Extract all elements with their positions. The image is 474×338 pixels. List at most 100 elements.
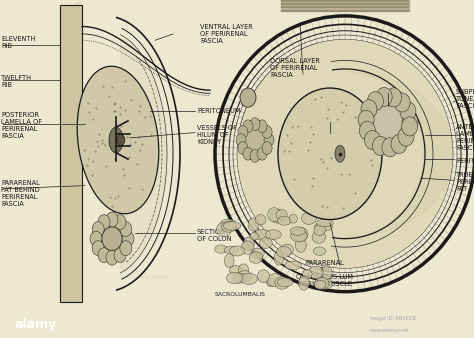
Ellipse shape — [365, 130, 381, 149]
Ellipse shape — [398, 127, 414, 146]
Ellipse shape — [257, 120, 267, 132]
Text: SECTION
OF COLON: SECTION OF COLON — [197, 229, 231, 242]
Ellipse shape — [375, 107, 401, 137]
Text: PERITONEUM: PERITONEUM — [197, 108, 240, 114]
Ellipse shape — [98, 248, 110, 263]
Ellipse shape — [268, 208, 281, 222]
Text: COLON: COLON — [363, 119, 387, 125]
Ellipse shape — [90, 231, 102, 246]
Ellipse shape — [98, 215, 110, 230]
Text: VENTRAL LAYER
OF PERIRENAL
FASCIA: VENTRAL LAYER OF PERIRENAL FASCIA — [200, 24, 253, 44]
Ellipse shape — [240, 88, 256, 107]
Ellipse shape — [373, 136, 389, 155]
Ellipse shape — [321, 266, 332, 280]
Ellipse shape — [386, 88, 401, 107]
Ellipse shape — [217, 222, 231, 237]
Ellipse shape — [277, 278, 293, 287]
Ellipse shape — [367, 92, 383, 111]
Ellipse shape — [278, 88, 382, 220]
Ellipse shape — [238, 126, 248, 139]
Ellipse shape — [120, 222, 132, 237]
Ellipse shape — [400, 102, 416, 121]
Ellipse shape — [229, 246, 245, 256]
Text: PARARENAL
FAT BEHIND
PERIRENAL
FASCIA: PARARENAL FAT BEHIND PERIRENAL FASCIA — [1, 179, 40, 207]
Ellipse shape — [274, 251, 284, 265]
Text: TWELFTH
RIB: TWELFTH RIB — [1, 75, 32, 88]
Ellipse shape — [359, 121, 375, 140]
Ellipse shape — [240, 273, 257, 285]
Ellipse shape — [243, 120, 253, 132]
Ellipse shape — [237, 270, 252, 282]
Ellipse shape — [290, 227, 305, 235]
Ellipse shape — [312, 231, 326, 243]
Text: ANTERIOR
LAMELLA OF
PERIRENAL
FASCIA: ANTERIOR LAMELLA OF PERIRENAL FASCIA — [456, 124, 474, 151]
Ellipse shape — [229, 266, 242, 275]
Ellipse shape — [106, 212, 118, 227]
Ellipse shape — [77, 66, 159, 214]
Ellipse shape — [358, 110, 374, 129]
Ellipse shape — [92, 241, 104, 256]
Ellipse shape — [308, 266, 323, 279]
Ellipse shape — [257, 147, 267, 160]
Ellipse shape — [303, 269, 312, 279]
Ellipse shape — [295, 238, 306, 252]
Text: ELEVENTH
RIB: ELEVENTH RIB — [1, 36, 36, 49]
Ellipse shape — [401, 117, 418, 136]
Text: www.alamy.com: www.alamy.com — [370, 328, 409, 333]
Ellipse shape — [376, 87, 392, 106]
Text: alamy: alamy — [14, 318, 56, 331]
Ellipse shape — [114, 248, 126, 263]
Ellipse shape — [250, 118, 260, 130]
Ellipse shape — [267, 274, 283, 287]
Ellipse shape — [262, 126, 272, 139]
Ellipse shape — [259, 238, 272, 248]
Text: Image ID: RN5EDB: Image ID: RN5EDB — [370, 316, 416, 321]
Ellipse shape — [402, 113, 418, 131]
Ellipse shape — [243, 147, 253, 160]
Ellipse shape — [317, 277, 332, 289]
Ellipse shape — [293, 227, 308, 241]
Ellipse shape — [362, 92, 414, 152]
Ellipse shape — [221, 221, 236, 232]
Ellipse shape — [315, 277, 329, 290]
Ellipse shape — [316, 219, 333, 227]
Ellipse shape — [93, 216, 131, 261]
Ellipse shape — [255, 230, 271, 240]
Ellipse shape — [234, 273, 247, 283]
Ellipse shape — [275, 277, 289, 289]
Ellipse shape — [102, 227, 122, 250]
Text: PERITONEUM: PERITONEUM — [456, 158, 474, 164]
Ellipse shape — [120, 241, 132, 256]
Ellipse shape — [220, 219, 236, 230]
Ellipse shape — [281, 244, 293, 255]
Ellipse shape — [266, 278, 275, 287]
Ellipse shape — [122, 231, 134, 246]
Text: POSTERIOR
LAMELLA OF
PERIRENAL
FASCIA: POSTERIOR LAMELLA OF PERIRENAL FASCIA — [1, 112, 42, 139]
Ellipse shape — [224, 254, 234, 268]
Ellipse shape — [314, 225, 326, 236]
Ellipse shape — [250, 233, 259, 240]
Ellipse shape — [285, 261, 301, 270]
Ellipse shape — [315, 222, 332, 231]
Ellipse shape — [249, 252, 263, 263]
Ellipse shape — [276, 210, 287, 219]
Ellipse shape — [270, 209, 284, 223]
Ellipse shape — [238, 264, 249, 277]
Text: KIDNEY: KIDNEY — [298, 151, 322, 157]
Ellipse shape — [215, 245, 228, 253]
Ellipse shape — [314, 280, 326, 289]
Ellipse shape — [265, 230, 281, 239]
Ellipse shape — [301, 212, 316, 224]
Ellipse shape — [250, 149, 260, 162]
Ellipse shape — [299, 276, 309, 290]
Ellipse shape — [92, 222, 104, 237]
Ellipse shape — [117, 135, 125, 145]
Text: PARARENAL
FAT
QUADRATUS LUM
BORUM MUSCLE: PARARENAL FAT QUADRATUS LUM BORUM MUSCLE — [297, 260, 354, 287]
Ellipse shape — [289, 214, 298, 223]
Ellipse shape — [251, 248, 264, 259]
Ellipse shape — [262, 142, 272, 154]
Ellipse shape — [241, 241, 254, 255]
Ellipse shape — [335, 145, 345, 162]
Ellipse shape — [109, 127, 123, 153]
Ellipse shape — [238, 120, 272, 160]
